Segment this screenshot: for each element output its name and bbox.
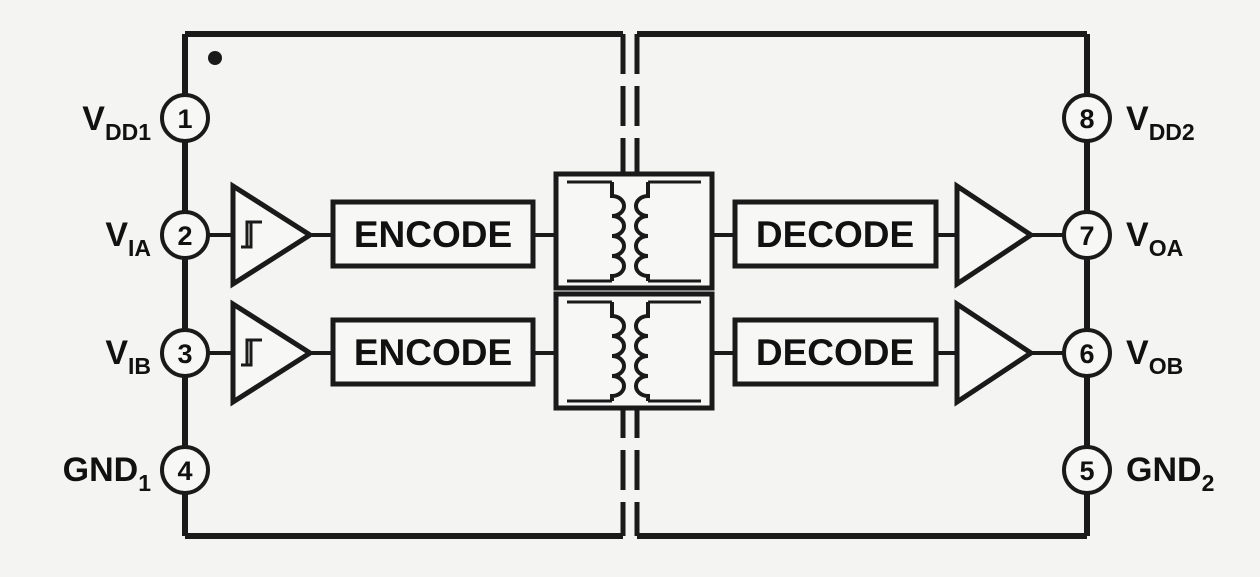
pin-number: 8: [1079, 104, 1094, 134]
pin-5: 5: [1062, 445, 1112, 495]
pin-label-gnd2: GND2: [1126, 451, 1214, 496]
pin-label-voa: VOA: [1126, 216, 1183, 261]
output-buffer-b: [954, 299, 1036, 407]
pin-3: 3: [160, 328, 210, 378]
transformer-b: [553, 291, 715, 411]
input-buffer-a: [230, 181, 315, 289]
isolation-barrier: [620, 34, 640, 536]
transformer-coil-icon: [610, 182, 626, 281]
decode-label: DECODE: [756, 214, 914, 255]
schmitt-trigger-icon: [241, 338, 262, 367]
pin-2: 2: [160, 210, 210, 260]
pin-4: 4: [160, 445, 210, 495]
transformer-coil-icon: [634, 302, 650, 401]
pin-label-vdd1: VDD1: [82, 100, 151, 145]
pin-number: 1: [177, 104, 192, 134]
pin-1: 1: [160, 93, 210, 143]
transformer-coil-icon: [634, 182, 650, 281]
pin-label-gnd1: GND1: [63, 451, 152, 496]
decode-label: DECODE: [756, 332, 914, 373]
pin-number: 6: [1079, 339, 1094, 369]
encode-block-a: ENCODE: [330, 199, 536, 269]
pin-8: 8: [1062, 93, 1112, 143]
pin-label-vib: VIB: [105, 334, 151, 379]
encode-label: ENCODE: [354, 332, 512, 373]
input-buffer-b: [230, 299, 315, 407]
encode-block-b: ENCODE: [330, 317, 536, 387]
pin-7: 7: [1062, 210, 1112, 260]
output-buffer-a: [954, 181, 1036, 289]
encode-label: ENCODE: [354, 214, 512, 255]
pin-number: 4: [177, 456, 192, 486]
pin-number: 7: [1079, 221, 1094, 251]
pin-6: 6: [1062, 328, 1112, 378]
pin-number: 3: [177, 339, 192, 369]
schmitt-trigger-icon: [241, 220, 262, 249]
transformer-coil-icon: [610, 302, 626, 401]
transformer-a: [553, 171, 715, 291]
pin-label-vdd2: VDD2: [1126, 100, 1195, 145]
pin-label-via: VIA: [105, 216, 151, 261]
pin-label-vob: VOB: [1126, 334, 1183, 379]
pin-number: 5: [1079, 456, 1094, 486]
decode-block-b: DECODE: [732, 317, 939, 387]
decode-block-a: DECODE: [732, 199, 939, 269]
pin-one-marker: [208, 51, 222, 65]
pin-number: 2: [177, 221, 192, 251]
